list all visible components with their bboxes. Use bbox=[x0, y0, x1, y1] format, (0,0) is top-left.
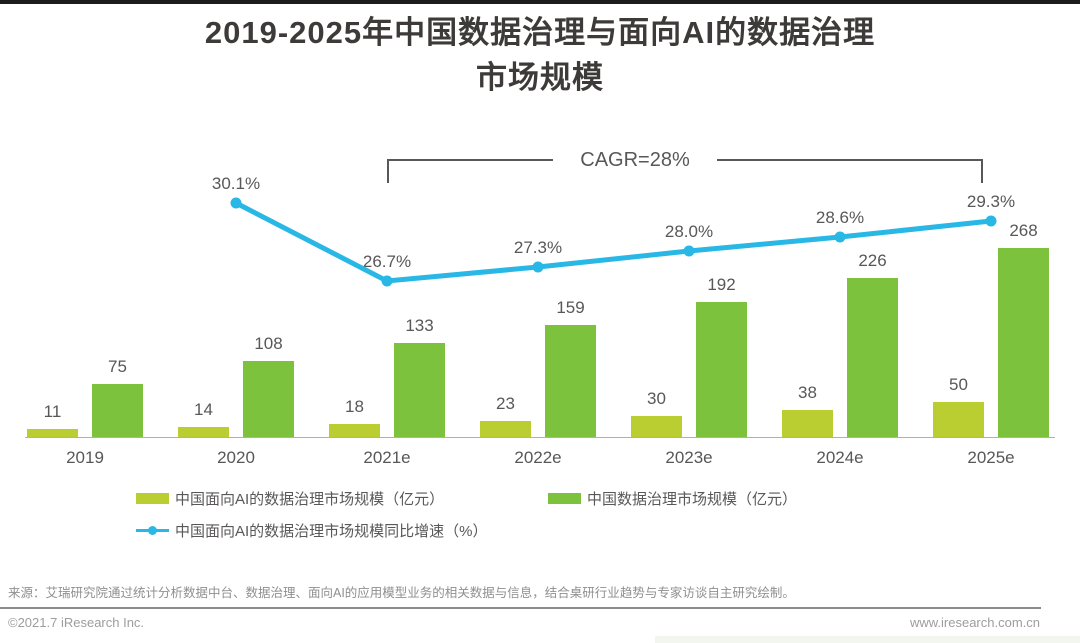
legend-label-total-market: 中国数据治理市场规模（亿元） bbox=[587, 491, 798, 509]
x-axis-label-2024e: 2024e bbox=[816, 448, 864, 467]
bar-total-2020 bbox=[243, 361, 294, 437]
x-axis-label-2019: 2019 bbox=[66, 448, 104, 467]
bar-ai-2019 bbox=[27, 429, 78, 437]
legend-swatch-ai-market bbox=[136, 493, 169, 505]
legend-label-ai-market: 中国面向AI的数据治理市场规模（亿元） bbox=[175, 491, 445, 509]
source-note: 来源：艾瑞研究院通过统计分析数据中台、数据治理、面向AI的应用模型业务的相关数据… bbox=[8, 586, 795, 600]
x-axis-label-2022e: 2022e bbox=[514, 448, 562, 467]
legend-item-total-market: 中国数据治理市场规模（亿元） bbox=[548, 492, 797, 508]
bar-total-2023e bbox=[696, 302, 747, 437]
growth-point-2021e bbox=[381, 275, 393, 287]
growth-label-2022e: 27.3% bbox=[513, 238, 563, 257]
growth-point-2024e bbox=[834, 231, 846, 243]
chart-title-line2: 市场规模 bbox=[476, 60, 604, 95]
x-axis-label-2023e: 2023e bbox=[665, 448, 713, 467]
chart-title: 2019-2025年中国数据治理与面向AI的数据治理 市场规模 bbox=[0, 10, 1080, 100]
bar-total-2019 bbox=[92, 384, 143, 437]
bar-ai-value-2020: 14 bbox=[194, 400, 213, 419]
top-border-strip bbox=[0, 0, 1080, 4]
bar-ai-2023e bbox=[631, 416, 682, 437]
bar-total-2021e bbox=[394, 343, 445, 437]
bar-ai-2021e bbox=[329, 424, 380, 437]
bar-ai-value-2021e: 18 bbox=[345, 397, 364, 416]
legend-dot-icon bbox=[148, 526, 157, 536]
bar-ai-value-2025e: 50 bbox=[949, 375, 968, 394]
growth-label-2020: 30.1% bbox=[211, 174, 261, 193]
footer-divider bbox=[0, 607, 1041, 609]
copyright-text: ©2021.7 iResearch Inc. bbox=[8, 615, 145, 630]
growth-label-2025e: 29.3% bbox=[966, 192, 1016, 211]
growth-label-2023e: 28.0% bbox=[664, 222, 714, 241]
bar-total-value-2021e: 133 bbox=[405, 316, 434, 335]
legend-label-growth-rate: 中国面向AI的数据治理市场规模同比增速（%） bbox=[175, 523, 488, 541]
bar-ai-value-2019: 11 bbox=[43, 402, 62, 421]
bar-ai-value-2022e: 23 bbox=[496, 394, 515, 413]
growth-point-2020 bbox=[230, 197, 242, 209]
bar-total-value-2020: 108 bbox=[254, 334, 283, 353]
bar-total-value-2023e: 192 bbox=[707, 275, 736, 294]
bar-total-value-2024e: 226 bbox=[858, 251, 887, 270]
legend-swatch-total-market bbox=[548, 493, 581, 505]
growth-label-2021e: 26.7% bbox=[362, 252, 412, 271]
website-url: www.iresearch.com.cn bbox=[909, 615, 1040, 630]
bar-total-value-2019: 75 bbox=[108, 357, 127, 376]
bar-total-value-2022e: 159 bbox=[556, 298, 585, 317]
chart-title-line1: 2019-2025年中国数据治理与面向AI的数据治理 bbox=[204, 15, 876, 50]
bottom-watermark-strip bbox=[655, 636, 1080, 643]
x-axis-label-2025e: 2025e bbox=[967, 448, 1015, 467]
legend-item-growth-rate: 中国面向AI的数据治理市场规模同比增速（%） bbox=[136, 524, 488, 540]
x-axis-label-2021e: 2021e bbox=[363, 448, 411, 467]
bar-ai-2022e bbox=[480, 421, 531, 437]
bar-ai-value-2023e: 30 bbox=[647, 389, 666, 408]
bar-ai-2020 bbox=[178, 427, 229, 437]
x-axis-label-2020: 2020 bbox=[217, 448, 255, 467]
bar-total-value-2025e: 268 bbox=[1009, 221, 1038, 240]
bar-total-2022e bbox=[545, 325, 596, 437]
growth-point-2023e bbox=[683, 245, 695, 257]
cagr-annotation: CAGR=28% bbox=[553, 148, 717, 172]
bar-ai-2025e bbox=[933, 402, 984, 437]
legend-swatch-growth-rate bbox=[136, 525, 169, 536]
legend-item-ai-market: 中国面向AI的数据治理市场规模（亿元） bbox=[136, 492, 444, 508]
bar-total-2025e bbox=[998, 248, 1049, 437]
growth-label-2024e: 28.6% bbox=[815, 208, 865, 227]
bar-ai-2024e bbox=[782, 410, 833, 437]
x-axis-line bbox=[25, 437, 1055, 438]
bar-ai-value-2024e: 38 bbox=[798, 383, 817, 402]
bar-total-2024e bbox=[847, 278, 898, 437]
growth-point-2022e bbox=[532, 261, 544, 273]
